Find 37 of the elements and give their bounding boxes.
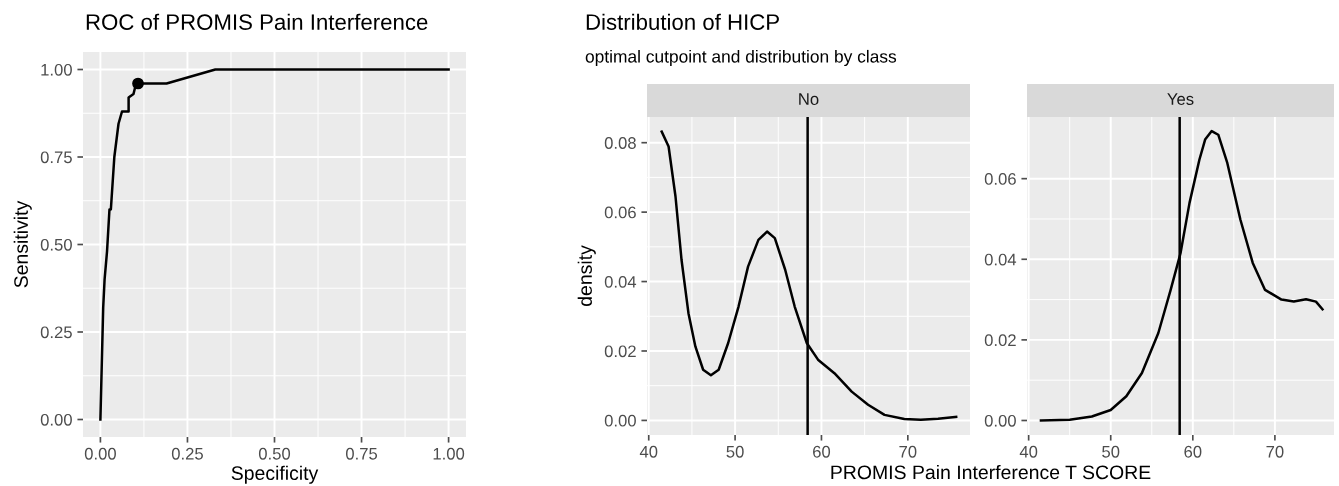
x-axis-title: PROMIS Pain Interference T SCORE <box>831 464 1151 480</box>
y-tick-label: 0.08 <box>604 137 636 149</box>
y-tick-label: 0.04 <box>984 253 1017 266</box>
y-axis-title: Sensitivity <box>13 200 32 288</box>
x-tick-label: 40 <box>639 445 658 458</box>
x-tick-label: 1.00 <box>433 447 465 460</box>
y-tick-label: 0.06 <box>604 206 636 219</box>
x-tick-label: 0.50 <box>258 447 291 460</box>
y-tick-label: 0.25 <box>40 326 72 339</box>
y-tick-label: 0.00 <box>984 414 1016 427</box>
x-tick-label: 50 <box>726 445 744 458</box>
y-tick-label: 0.02 <box>604 345 636 358</box>
y-tick-label: 0.02 <box>984 334 1016 347</box>
y-tick-label: 1.00 <box>41 63 72 76</box>
text: No <box>799 93 819 105</box>
chart-title: ROC of PROMIS Pain Interference <box>86 13 428 30</box>
y-tick-label: 0.75 <box>40 151 72 164</box>
y-tick-label: 0.06 <box>984 173 1016 185</box>
y-tick-label: 0.00 <box>604 414 636 427</box>
y-axis-title: density <box>577 245 596 306</box>
x-tick-label: 40 <box>1019 445 1038 458</box>
y-tick-label: 0.04 <box>604 275 637 288</box>
line-series <box>99 68 450 421</box>
x-tick-label: 0.75 <box>345 447 378 460</box>
x-tick-label: 70 <box>899 445 917 458</box>
chart-subtitle: optimal cutpoint and distribution by class <box>585 49 897 67</box>
x-tick-label: 60 <box>1184 445 1202 458</box>
x-tick-label: 0.00 <box>84 447 116 460</box>
y-tick-label: 0.50 <box>40 238 72 251</box>
x-tick-label: 60 <box>813 445 831 458</box>
x-tick-label: 0.25 <box>171 447 203 460</box>
chart-title: Distribution of HICP <box>586 13 779 30</box>
text: Yes <box>1167 93 1194 105</box>
x-axis-title: Specificity <box>231 465 319 484</box>
x-tick-label: 70 <box>1266 445 1284 458</box>
x-tick-label: 50 <box>1102 445 1120 458</box>
y-tick-label: 0.00 <box>40 413 72 426</box>
